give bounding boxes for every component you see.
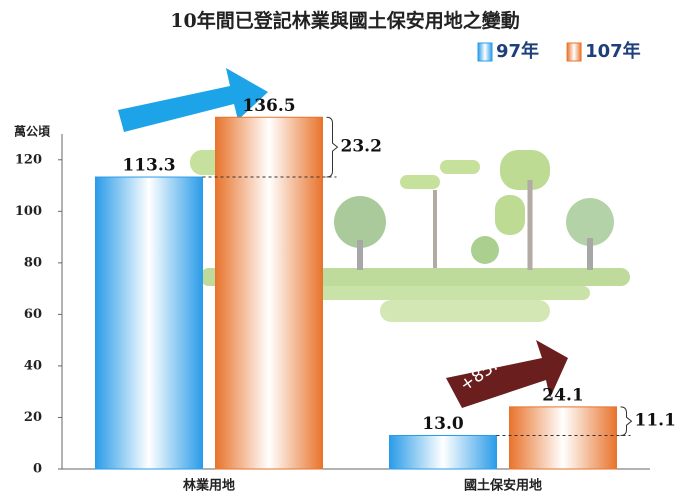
legend-swatch [477,42,493,62]
y-tick-label: 40 [24,358,42,373]
bar [95,176,203,470]
x-tick-label: 國土保安用地 [464,478,542,494]
value-label: 24.1 [542,385,583,405]
value-label: 13.0 [422,414,464,434]
difference-label: 23.2 [341,137,382,157]
y-tick-label: 20 [24,410,42,425]
value-label: 136.5 [242,96,295,116]
brace [620,406,633,436]
y-axis-label: 萬公頃 [14,124,51,139]
chart-title: 10年間已登記林業與國土保安用地之變動 [170,9,519,32]
legend-swatch [566,42,582,62]
bar [215,116,323,470]
x-tick-label: 林業用地 [183,478,235,494]
y-tick-label: 80 [24,255,42,270]
y-tick-label: 60 [24,307,42,322]
value-label: 113.3 [122,156,175,176]
bar [509,406,617,470]
difference-label: 11.1 [635,411,676,431]
legend-label: 97年 [496,40,539,62]
brace [326,116,339,178]
y-tick-label: 100 [15,204,42,219]
bar [389,435,497,470]
legend-label: 107年 [585,40,641,62]
y-tick-label: 120 [15,152,42,167]
y-tick-label: 0 [33,462,42,477]
